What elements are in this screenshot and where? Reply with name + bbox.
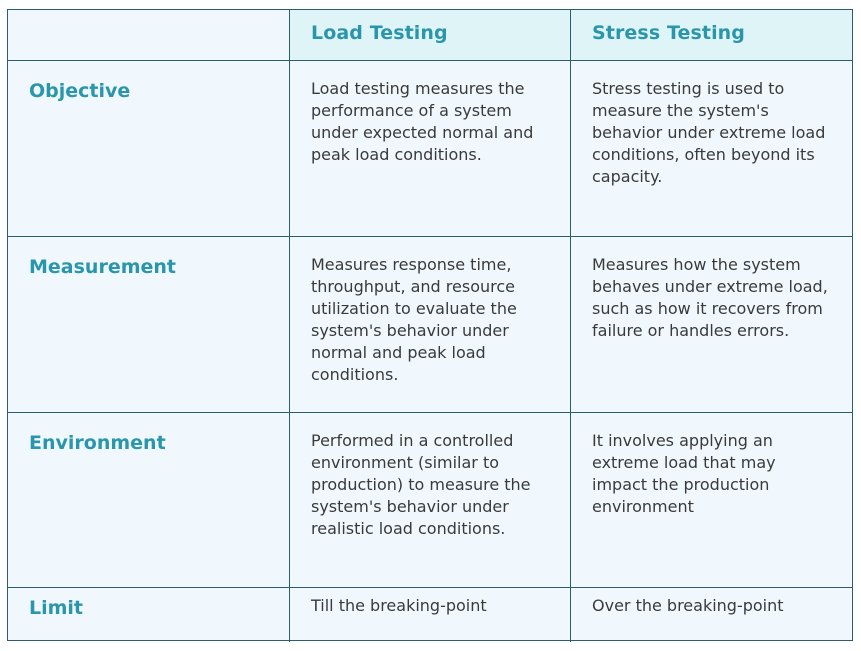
measurement-load-cell: Measures response time, throughput, and … <box>290 237 571 413</box>
measurement-stress-cell: Measures how the system behaves under ex… <box>571 237 852 413</box>
row-label-objective: Objective <box>8 61 290 237</box>
header-load-testing: Load Testing <box>290 10 571 61</box>
header-stress-testing: Stress Testing <box>571 10 852 61</box>
limit-stress-cell: Over the breaking-point <box>592 596 784 615</box>
limit-load-cell: Till the breaking-point <box>290 588 571 642</box>
objective-stress-cell: Stress testing is used to measure the sy… <box>571 61 852 237</box>
row-label-limit: Limit <box>8 588 290 642</box>
comparison-table: Load Testing Stress Testing Objective Lo… <box>7 9 853 642</box>
row-label-measurement: Measurement <box>8 237 290 413</box>
objective-load-cell: Load testing measures the performance of… <box>290 61 571 237</box>
environment-load-cell: Performed in a controlled environment (s… <box>290 413 571 588</box>
row-label-environment: Environment <box>8 413 290 588</box>
environment-stress-cell: It involves applying an extreme load tha… <box>571 413 852 588</box>
header-corner-cell <box>8 10 290 61</box>
